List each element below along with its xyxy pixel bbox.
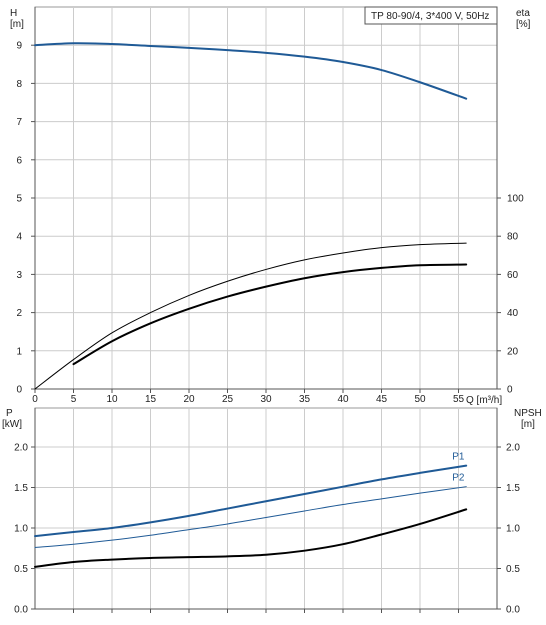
y-right-tick-label: 0	[507, 385, 513, 396]
x-tick-label: 55	[453, 394, 465, 405]
y-right-axis-label: eta	[516, 8, 530, 19]
x-axis-label: Q [m³/h]	[466, 395, 502, 406]
chart-title: TP 80-90/4, 3*400 V, 50Hz	[371, 11, 489, 22]
y-right-axis-unit: [m]	[521, 419, 535, 430]
x-tick-label: 15	[145, 394, 157, 405]
power-npsh-chart: 0.0 0.5 1.0 1.5 2.0 0.0 0.5 1.0 1.5 2.0 P[kW] NPSH[…	[2, 407, 542, 616]
series-line-1	[34, 42, 468, 100]
y-left-tick-label: 4	[16, 232, 22, 243]
x-tick-label: 0	[32, 394, 38, 405]
y-right-tick-label: 40	[507, 308, 519, 319]
y-right-tick-label: 0.5	[506, 564, 520, 575]
series-line-2	[34, 242, 467, 390]
y-right-tick-label: 1.5	[506, 483, 520, 494]
y-left-tick-label: 9	[16, 41, 22, 52]
series-line-3	[72, 263, 468, 366]
x-tick-label: 10	[106, 394, 118, 405]
y-left-tick-label: 1	[16, 346, 22, 357]
y-left-tick-label: 0	[16, 385, 22, 396]
y-right-axis-unit: [%]	[516, 19, 531, 30]
y-left-tick-label: 0.5	[14, 564, 28, 575]
series-label-p2: P2	[452, 473, 465, 484]
series-line-3	[34, 508, 468, 568]
y-left-axis-label: H	[10, 8, 17, 19]
x-tick-label: 20	[183, 394, 195, 405]
x-tick-label: 30	[260, 394, 272, 405]
y-left-axis-unit: [kW]	[2, 419, 22, 430]
title-box	[364, 6, 498, 25]
y-left-tick-label: 1.0	[14, 524, 28, 535]
y-right-tick-label: 20	[507, 346, 519, 357]
series-line-2	[34, 486, 467, 548]
x-tick-label: 40	[337, 394, 349, 405]
x-tick-label: 35	[299, 394, 311, 405]
y-left-tick-label: 1.5	[14, 483, 28, 494]
y-left-tick-label: 0.0	[14, 605, 28, 616]
y-left-axis-unit: [m]	[10, 19, 24, 30]
y-right-tick-label: 2.0	[506, 443, 520, 454]
series-line-1	[34, 464, 468, 538]
y-right-tick-label: 60	[507, 270, 519, 281]
y-right-tick-label: 1.0	[506, 524, 520, 535]
y-right-tick-label: 0.0	[506, 605, 520, 616]
x-tick-label: 25	[222, 394, 234, 405]
x-tick-label: 45	[376, 394, 388, 405]
series-label-p1: P1	[452, 452, 465, 463]
y-left-tick-label: 6	[16, 155, 22, 166]
y-right-tick-label: 80	[507, 232, 519, 243]
y-left-tick-label: 2.0	[14, 443, 28, 454]
x-tick-label: 50	[414, 394, 426, 405]
y-right-axis-label: NPSH	[514, 408, 542, 419]
y-left-axis-label: P	[6, 408, 13, 419]
y-left-tick-label: 8	[16, 79, 22, 90]
x-tick-label: 5	[71, 394, 77, 405]
y-left-tick-label: 5	[16, 194, 22, 205]
y-left-tick-label: 2	[16, 308, 22, 319]
y-left-tick-label: 3	[16, 270, 22, 281]
y-left-tick-label: 7	[16, 117, 22, 128]
y-right-tick-label: 100	[507, 194, 524, 205]
